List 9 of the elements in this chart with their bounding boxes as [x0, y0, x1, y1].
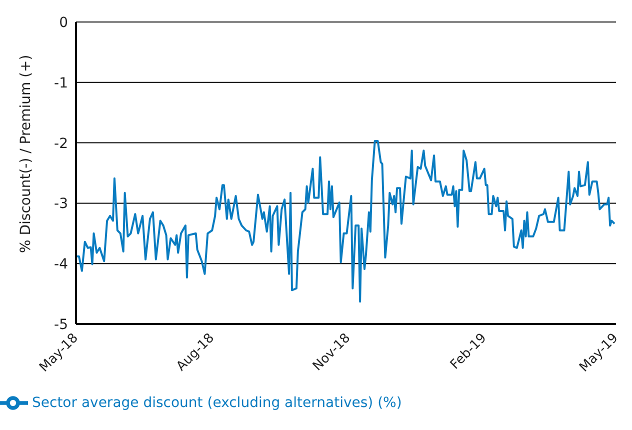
y-tick-label: -3	[54, 196, 68, 212]
y-axis-title: % Discount(-) / Premium (+)	[18, 54, 34, 253]
y-tick-label: 0	[59, 14, 68, 31]
y-tick-label: -1	[54, 75, 68, 92]
y-tick-label: -5	[54, 316, 68, 333]
line-series	[76, 140, 616, 303]
y-tick-label: -4	[54, 256, 68, 273]
y-tick-label: -2	[54, 136, 68, 152]
legend-label: Sector average discount (excluding alternatives) (%)	[32, 394, 402, 411]
